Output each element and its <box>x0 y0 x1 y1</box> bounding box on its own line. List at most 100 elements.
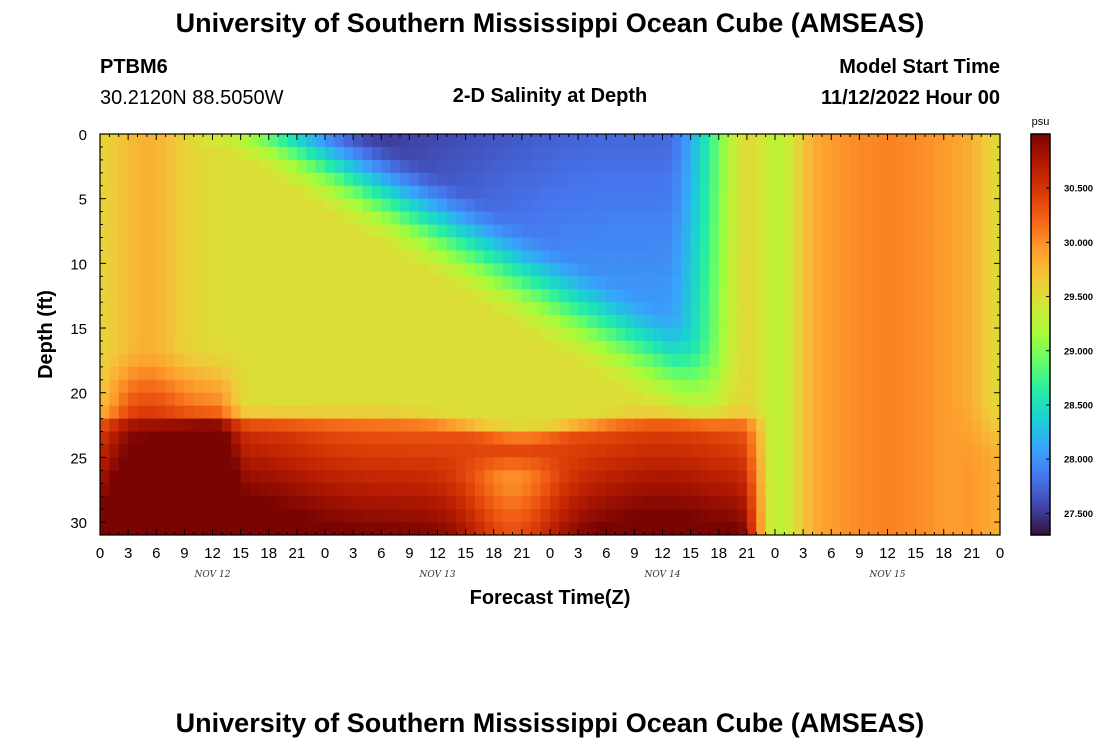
heatmap-cell <box>240 250 251 264</box>
x-axis-ticks: 0 3 6 9 12 15 18 21 0 3 6 9 12 15 18 21 0 3 6 9 12 15 18 21 0 3 6 9… <box>96 134 1004 580</box>
heatmap-cell <box>803 134 813 148</box>
heatmap-cell <box>306 289 317 303</box>
heatmap-cell <box>484 353 495 368</box>
heatmap-cell <box>718 250 729 264</box>
heatmap-cell <box>315 418 326 432</box>
heatmap-cell <box>446 159 457 174</box>
heatmap-cell <box>240 198 251 213</box>
heatmap-cell <box>803 444 813 458</box>
heatmap-cell <box>596 522 607 536</box>
heatmap-cell <box>221 315 232 329</box>
heatmap-cell <box>568 340 579 355</box>
heatmap-cell <box>437 392 448 407</box>
heatmap-cell <box>306 185 317 200</box>
heatmap-cell <box>503 418 513 432</box>
heatmap-cell <box>737 431 748 445</box>
heatmap-cell <box>240 379 251 394</box>
heatmap-cell <box>437 522 448 536</box>
heatmap-cell <box>465 276 476 290</box>
heatmap-cell <box>203 276 213 290</box>
heatmap-cell <box>259 483 270 497</box>
heatmap-cell <box>596 263 607 277</box>
heatmap-cell <box>184 134 195 148</box>
heatmap-cell <box>437 224 448 238</box>
heatmap-cell <box>690 431 701 445</box>
heatmap-cell <box>287 509 298 523</box>
heatmap-cell <box>175 379 185 394</box>
heatmap-cell <box>906 457 917 471</box>
heatmap-cell <box>371 366 382 381</box>
heatmap-cell <box>775 237 785 251</box>
heatmap-cell <box>568 211 579 225</box>
heatmap-cell <box>915 224 926 238</box>
heatmap-cell <box>400 198 410 213</box>
heatmap-cell <box>100 211 110 225</box>
heatmap-cell <box>221 289 232 303</box>
heatmap-cell <box>625 250 635 264</box>
heatmap-cell <box>512 134 523 148</box>
heatmap-cell <box>625 483 635 497</box>
heatmap-cell <box>503 146 513 161</box>
heatmap-cell <box>887 263 898 277</box>
heatmap-cell <box>868 134 879 148</box>
heatmap-cell <box>990 366 1001 381</box>
heatmap-cell <box>962 418 973 432</box>
heatmap-cell <box>568 224 579 238</box>
heatmap-cell <box>475 276 485 290</box>
heatmap-cell <box>306 211 317 225</box>
heatmap-cell <box>465 522 476 536</box>
heatmap-cell <box>343 276 354 290</box>
heatmap-cell <box>390 159 401 174</box>
heatmap-cell <box>325 392 335 407</box>
heatmap-cell <box>831 302 842 316</box>
heatmap-cell <box>175 496 185 510</box>
heatmap-cell <box>325 457 335 471</box>
heatmap-cell <box>184 353 195 368</box>
heatmap-cell <box>737 340 748 355</box>
heatmap-cell <box>793 250 804 264</box>
heatmap-cell <box>690 289 701 303</box>
heatmap-cell <box>221 146 232 161</box>
heatmap-cell <box>250 263 260 277</box>
heatmap-cell <box>606 263 617 277</box>
heatmap-cell <box>287 289 298 303</box>
heatmap-cell <box>990 353 1001 368</box>
heatmap-cell <box>765 263 776 277</box>
heatmap-cell <box>718 444 729 458</box>
heatmap-cell <box>634 276 645 290</box>
heatmap-cell <box>362 340 373 355</box>
heatmap-cell <box>259 470 270 484</box>
heatmap-cell <box>221 302 232 316</box>
heatmap-cell <box>203 509 213 523</box>
heatmap-cell <box>681 392 692 407</box>
heatmap-cell <box>878 159 888 174</box>
heatmap-cell <box>962 146 973 161</box>
heatmap-cell <box>765 146 776 161</box>
heatmap-cell <box>221 457 232 471</box>
heatmap-cell <box>456 302 467 316</box>
heatmap-cell <box>212 457 223 471</box>
heatmap-cell <box>990 379 1001 394</box>
heatmap-cell <box>118 405 129 419</box>
heatmap-cell <box>259 405 270 419</box>
heatmap-cell <box>550 134 560 148</box>
heatmap-cell <box>184 418 195 432</box>
heatmap-cell <box>587 405 598 419</box>
heatmap-cell <box>831 418 842 432</box>
heatmap-cell <box>306 483 317 497</box>
heatmap-cell <box>315 405 326 419</box>
heatmap-cell <box>596 328 607 342</box>
heatmap-cell <box>615 379 626 394</box>
heatmap-cell <box>625 392 635 407</box>
heatmap-cell <box>156 224 167 238</box>
heatmap-cell <box>953 134 963 148</box>
heatmap-cell <box>156 392 167 407</box>
heatmap-cell <box>896 198 907 213</box>
heatmap-cell <box>437 276 448 290</box>
heatmap-cell <box>390 405 401 419</box>
heatmap-cell <box>953 302 963 316</box>
heatmap-cell <box>868 237 879 251</box>
heatmap-cell <box>193 224 204 238</box>
heatmap-cell <box>418 328 429 342</box>
heatmap-cell <box>868 276 879 290</box>
